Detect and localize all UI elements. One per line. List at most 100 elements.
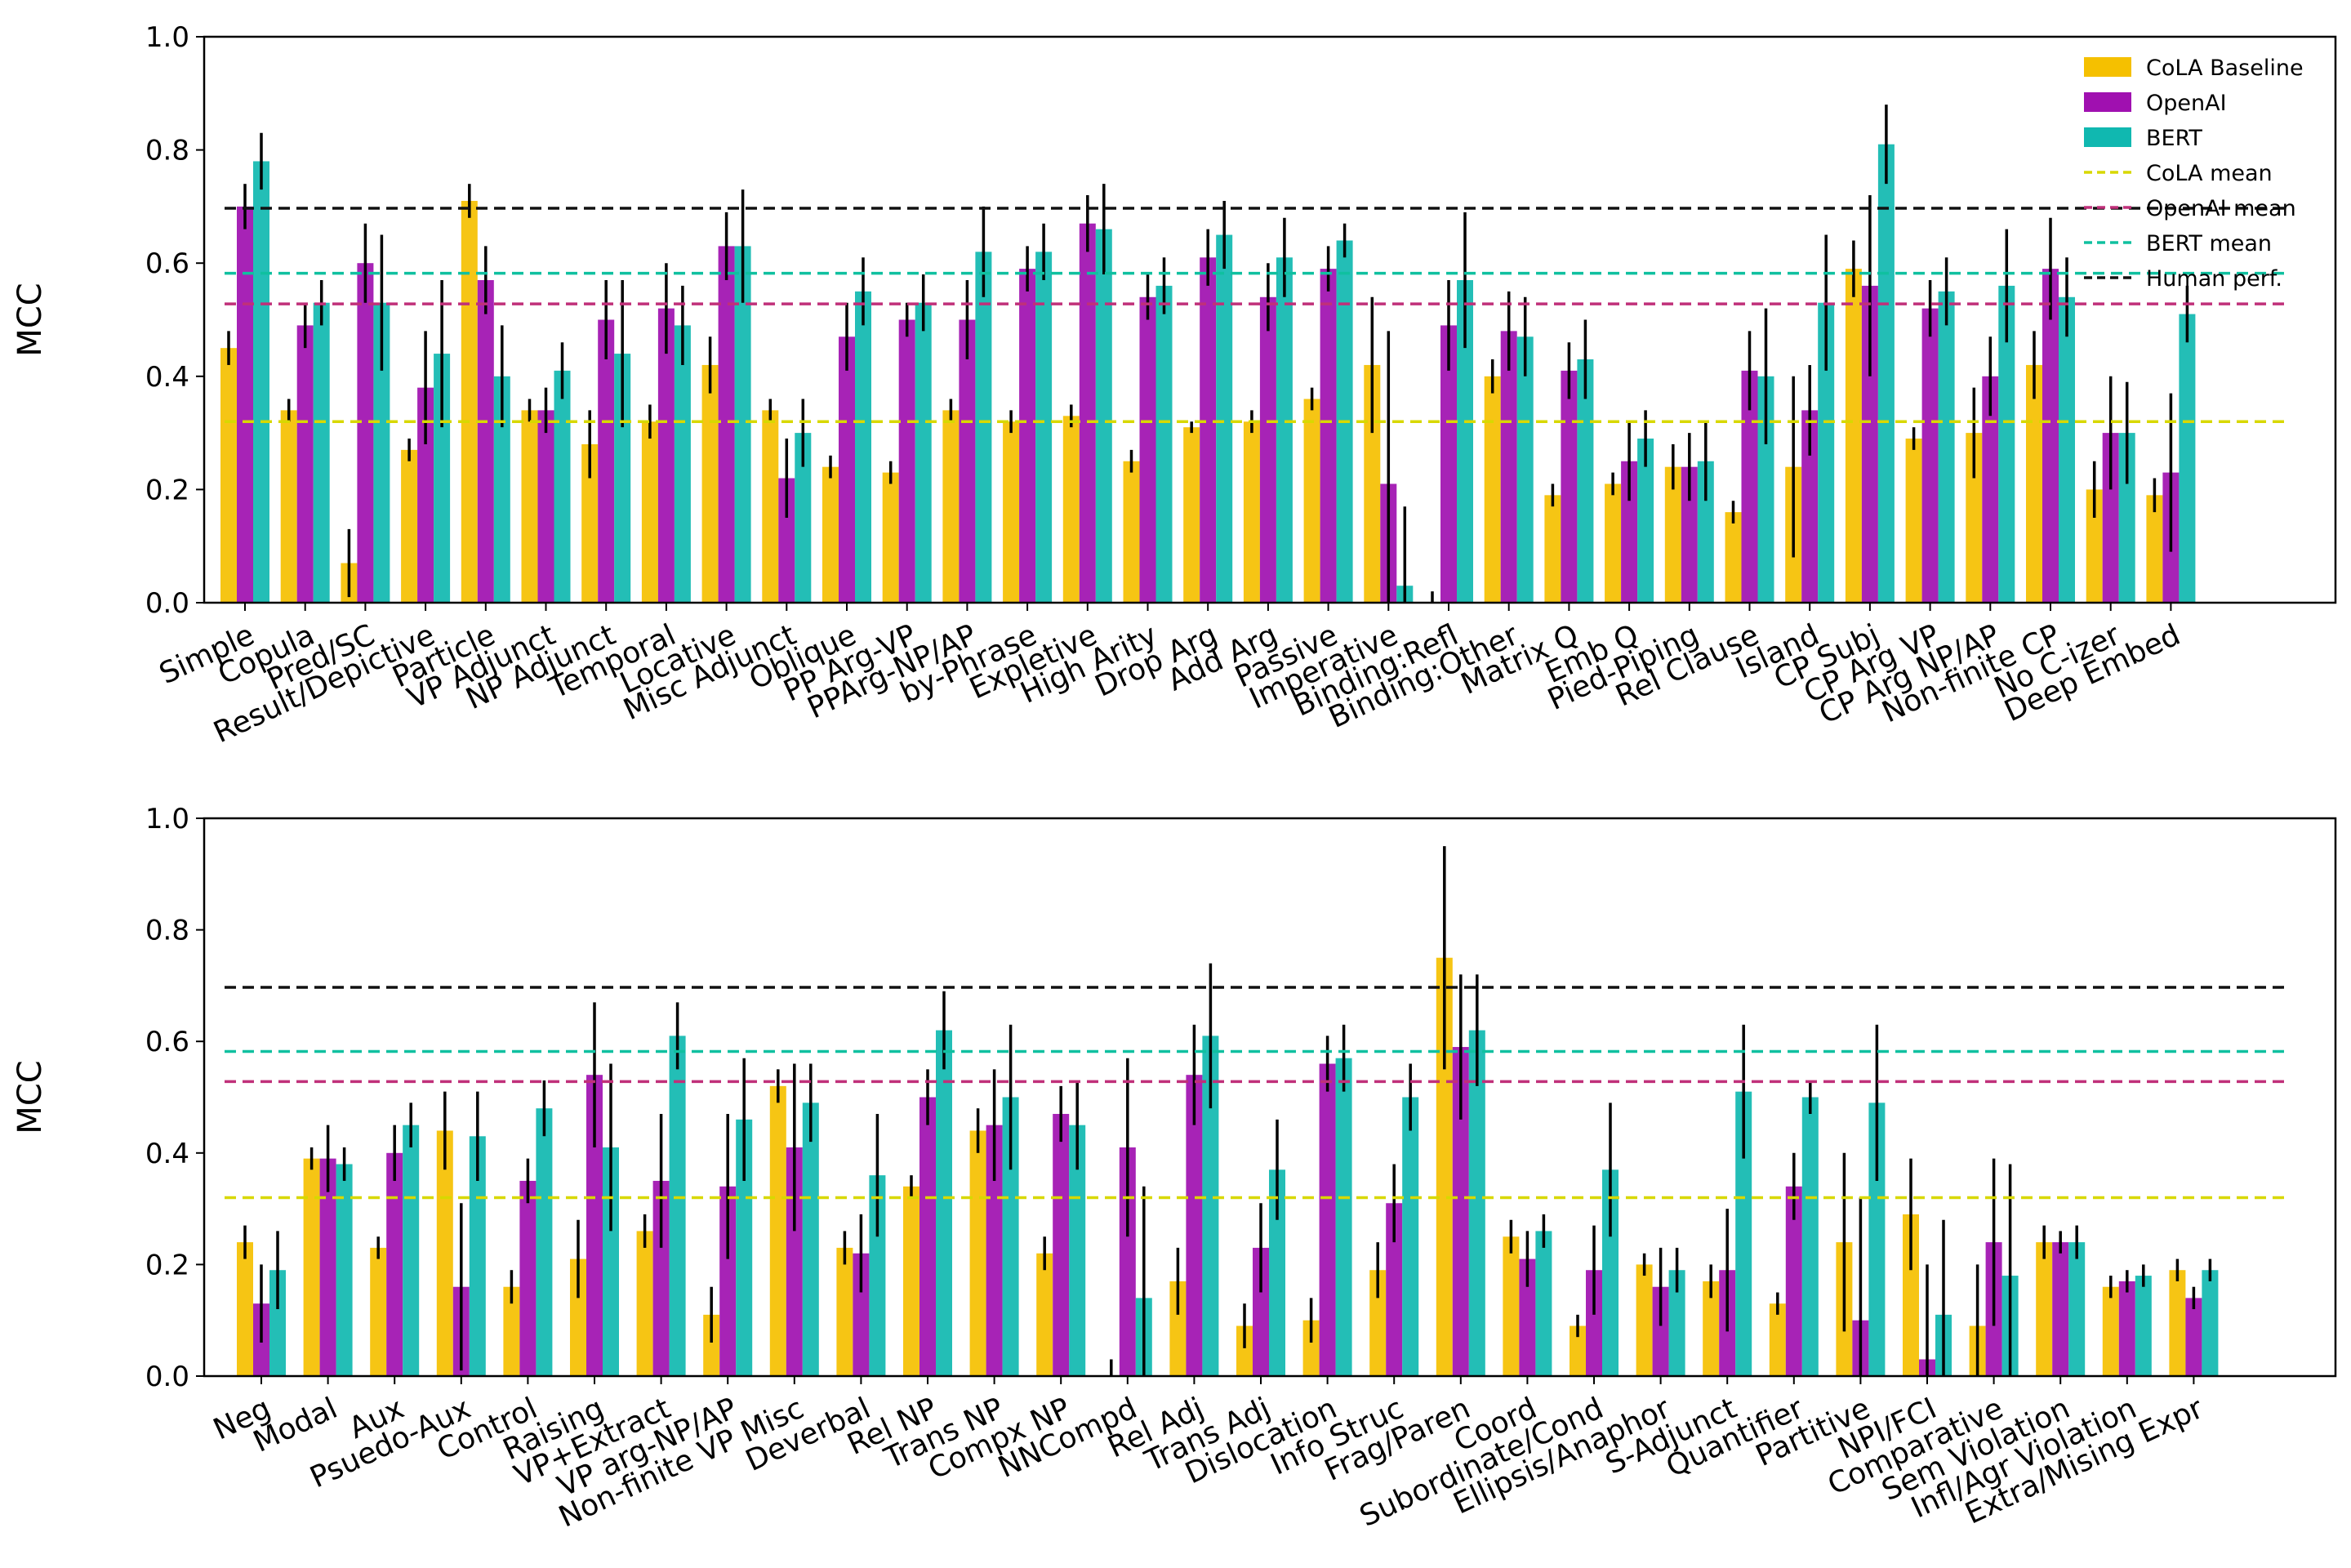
legend-swatch (2084, 127, 2131, 147)
bar-openai (1652, 1286, 1669, 1376)
bar-cola (1570, 1325, 1586, 1376)
bar-openai (417, 387, 434, 603)
bar-cola (1302, 1320, 1320, 1376)
bar-bert (1069, 1125, 1086, 1376)
bar-cola (1036, 1253, 1053, 1376)
bar-cola (1503, 1236, 1520, 1376)
bar-bert (1637, 439, 1654, 603)
bar-openai (519, 1180, 537, 1376)
bar-bert (1998, 285, 2015, 603)
bar-bert (1516, 336, 1534, 603)
y-tick-label: 0.4 (145, 361, 189, 394)
bar-cola (436, 1130, 453, 1376)
bar-openai (1053, 1113, 1070, 1376)
bar-openai (1741, 370, 1758, 603)
bar-bert (336, 1164, 353, 1376)
bar-bert (736, 1119, 753, 1376)
bar-cola (1725, 512, 1742, 603)
bar-bert (2068, 1242, 2086, 1376)
bar-openai (386, 1152, 403, 1376)
bar-openai (1921, 308, 1939, 603)
bar-cola (2102, 1286, 2119, 1376)
bar-openai (1801, 410, 1819, 603)
bar-cola (1369, 1270, 1387, 1376)
y-tick-label: 0.0 (145, 587, 189, 620)
bar-cola (1905, 439, 1922, 603)
bar-bert (1269, 1169, 1285, 1376)
bar-openai (786, 1147, 803, 1376)
y-tick-label: 0.2 (145, 474, 189, 506)
bar-cola (1769, 1303, 1786, 1376)
bar-cola (1062, 416, 1080, 603)
bar-openai (719, 1186, 737, 1376)
bar-cola (903, 1186, 919, 1376)
bar-cola (641, 421, 658, 603)
bar-bert (869, 1175, 886, 1376)
bar-cola (280, 410, 297, 603)
bar-cola (570, 1258, 586, 1376)
bar-openai (2042, 269, 2059, 603)
bar-cola (2146, 495, 2163, 603)
bar-bert (1202, 1036, 1219, 1376)
bar-bert (2202, 1270, 2219, 1376)
bar-openai (1586, 1270, 1602, 1376)
bar-bert (403, 1125, 420, 1376)
bar-bert (1402, 1097, 1419, 1376)
bar-bert (1095, 229, 1112, 603)
plot-frame (203, 817, 2337, 1378)
bar-cola (769, 1085, 786, 1376)
bars (237, 846, 2219, 1376)
bar-cola (2086, 489, 2103, 603)
bar-openai (586, 1075, 603, 1376)
bar-openai (1319, 1063, 1336, 1376)
bar-openai (898, 319, 915, 603)
y-tick-label: 1.0 (145, 803, 189, 835)
bar-cola (703, 1314, 720, 1376)
bar-cola (1169, 1281, 1187, 1376)
bar-openai (237, 206, 253, 603)
bar-bert (373, 302, 390, 603)
bar-cola (461, 200, 478, 603)
bar-cola (1303, 399, 1320, 603)
bar-bert (434, 354, 451, 603)
bar-cola (969, 1130, 986, 1376)
bar-openai (296, 325, 314, 603)
bar-bert (1457, 279, 1473, 603)
bar-openai (657, 308, 675, 603)
bar-openai (319, 1158, 336, 1376)
legend-label: OpenAI mean (2146, 196, 2296, 221)
bar-cola (1364, 364, 1381, 603)
bar-openai (1186, 1075, 1203, 1376)
bar-openai (1500, 331, 1517, 603)
bar-openai (477, 279, 494, 603)
y-tick-label: 1.0 (145, 21, 189, 54)
y-tick-label: 0.2 (145, 1249, 189, 1281)
legend-label: BERT mean (2146, 231, 2272, 256)
bar-openai (1681, 466, 1698, 603)
bar-cola (401, 449, 418, 603)
legend-swatch (2084, 92, 2131, 112)
bar-cola (1123, 461, 1140, 603)
bar-bert (1877, 144, 1895, 604)
bar-bert (313, 302, 330, 603)
bar-cola (2169, 1270, 2186, 1376)
bar-bert (269, 1270, 286, 1376)
bar-openai (598, 319, 615, 603)
bar-bert (1276, 257, 1293, 603)
bar-cola (882, 472, 899, 603)
bar-openai (537, 410, 554, 603)
y-tick-label: 0.4 (145, 1138, 189, 1170)
bar-openai (1785, 1186, 1802, 1376)
bar-bert (1697, 461, 1714, 603)
bar-bert (2135, 1276, 2152, 1376)
bar-bert (734, 246, 751, 603)
bar-cola (220, 348, 237, 603)
bar-bert (855, 291, 871, 603)
bar-openai (652, 1180, 670, 1376)
bar-bert (1818, 302, 1835, 603)
bar-bert (614, 354, 631, 603)
bars (220, 105, 2196, 604)
y-axis-label: MCC (11, 1060, 49, 1134)
